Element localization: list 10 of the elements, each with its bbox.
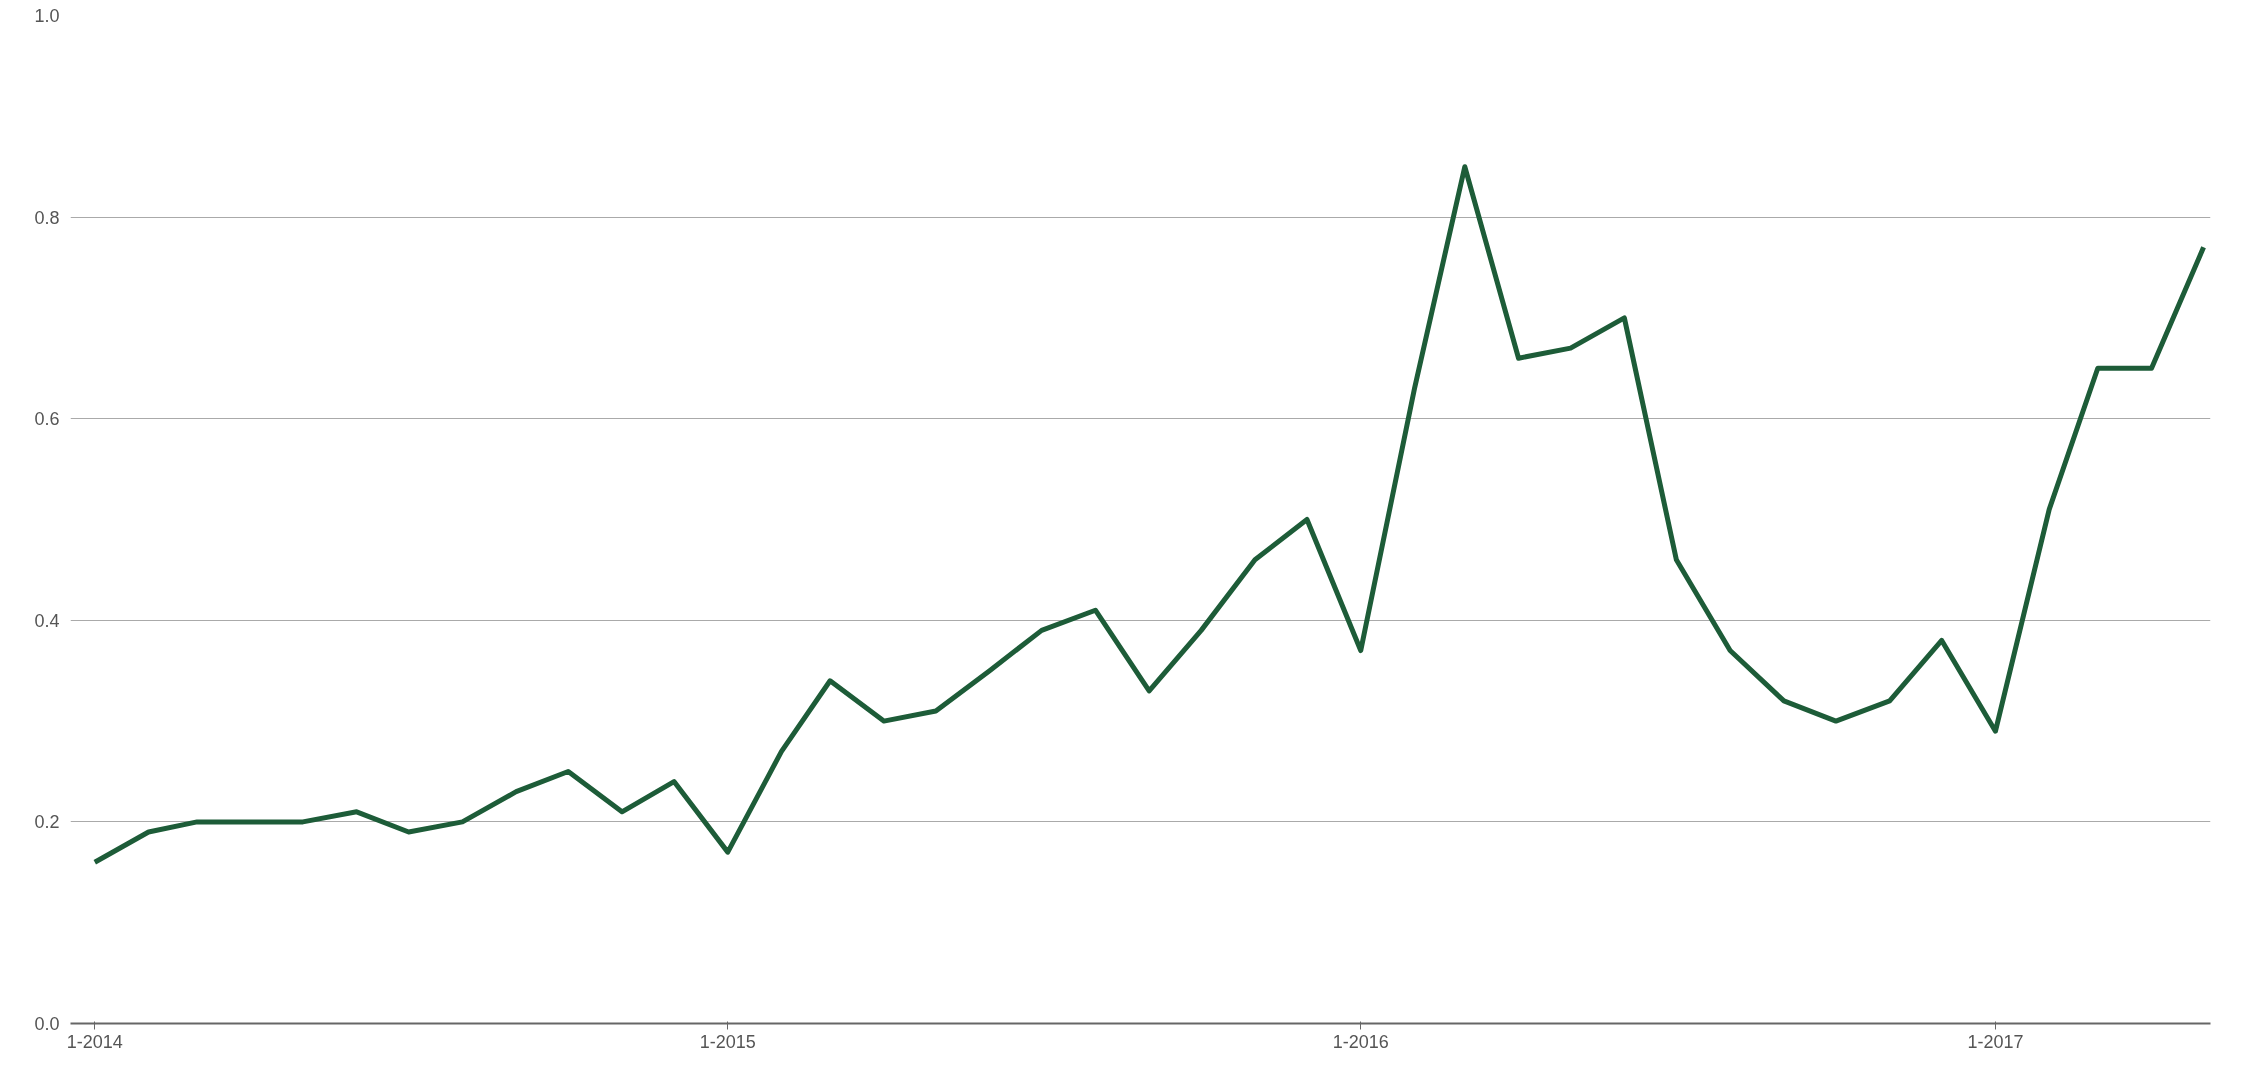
- y-tick-label: 0.6: [34, 409, 60, 430]
- y-tick-label: 0.8: [34, 207, 60, 228]
- y-tick-label: 0.4: [34, 610, 60, 631]
- x-tick-label: 1-2017: [1967, 1031, 2024, 1052]
- y-tick-label: 0.2: [34, 812, 60, 833]
- x-tick-label: 1-2016: [1332, 1031, 1389, 1052]
- y-tick-label: 1.0: [34, 6, 60, 26]
- y-tick-label: 0.0: [34, 1014, 60, 1034]
- x-tick-label: 1-2015: [699, 1031, 756, 1052]
- x-tick-label: 1-2014: [66, 1031, 123, 1052]
